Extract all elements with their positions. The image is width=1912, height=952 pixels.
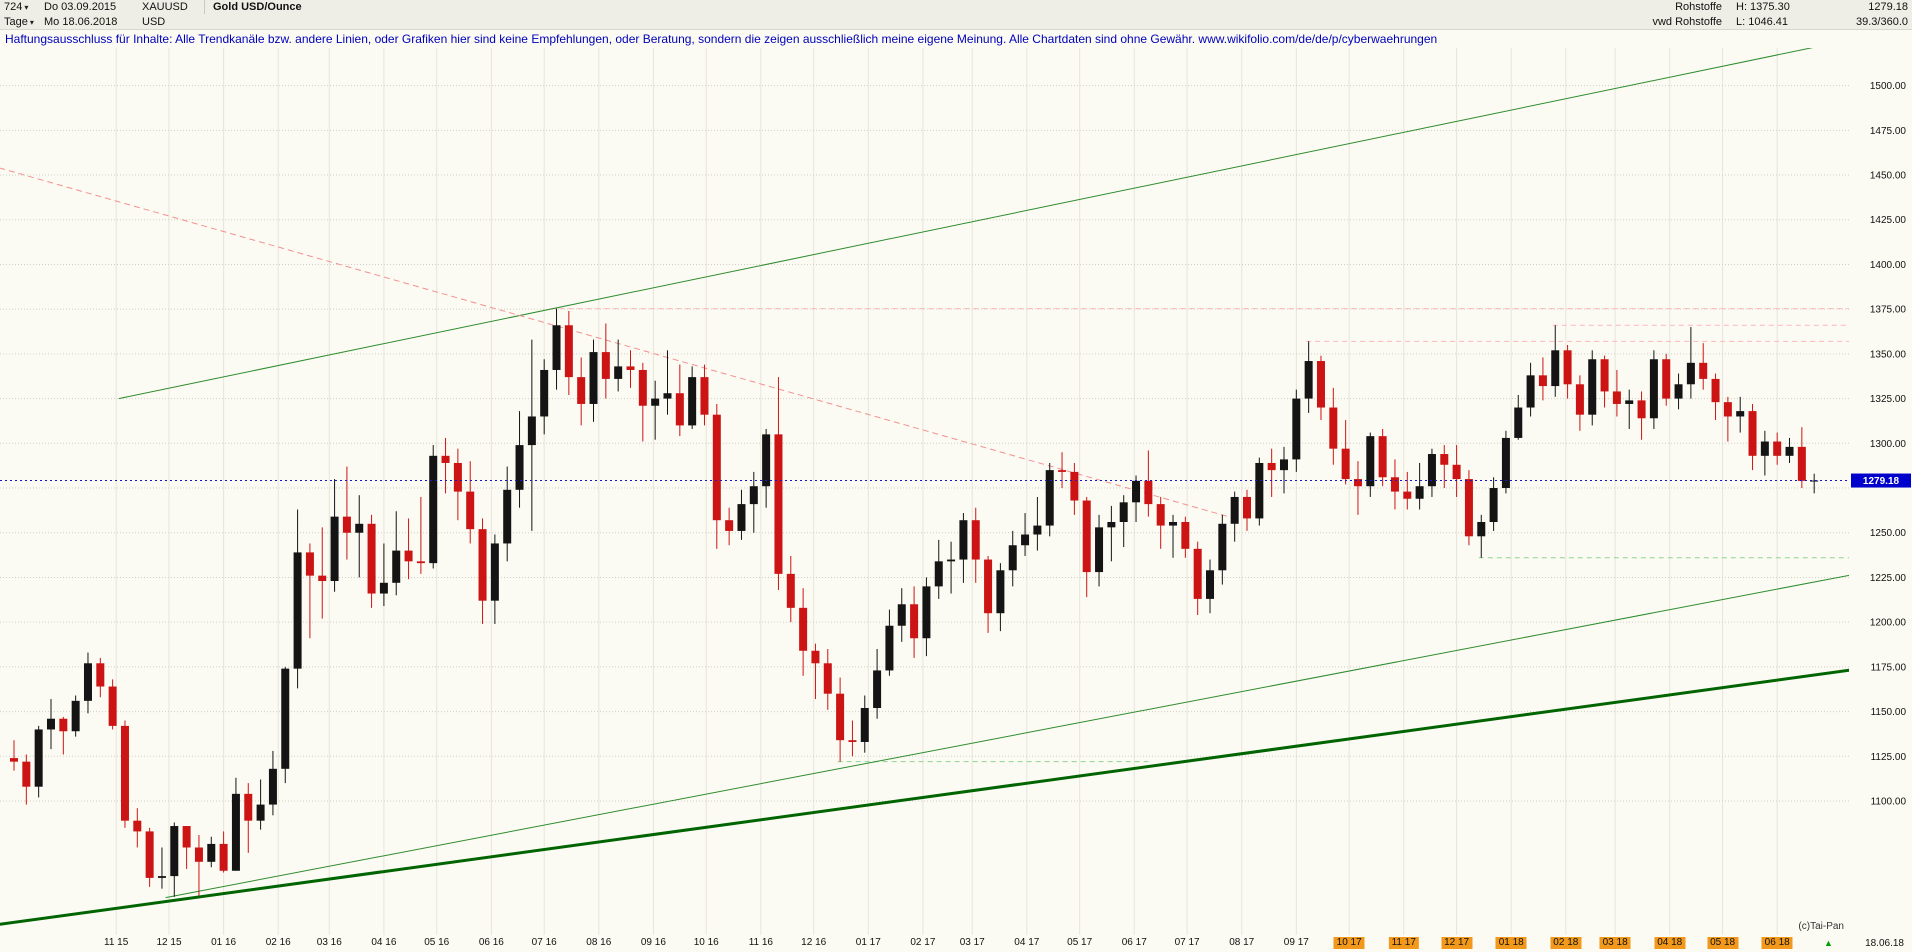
month-label: 11 15 [104,937,129,948]
grid-vertical-months [115,48,1778,935]
svg-text:1300.00: 1300.00 [1870,439,1907,450]
month-label: 06 16 [478,937,504,948]
month-label: 10 16 [693,937,719,948]
currency-label: USD [142,16,166,28]
header-left: 724 ▾ Do 03.09.2015 XAUUSD Gold USD/Ounce… [0,0,302,29]
timeframe-dropdown[interactable]: Tage ▾ [4,15,44,30]
month-label: 08 16 [586,937,612,948]
month-label: 03 18 [1599,937,1631,949]
month-label: 04 16 [371,937,397,948]
svg-text:1200.00: 1200.00 [1870,618,1907,629]
svg-text:1425.00: 1425.00 [1870,215,1907,226]
timeframe-value: Tage [4,15,28,28]
svg-text:1325.00: 1325.00 [1870,394,1907,405]
category-label: Rohstoffe [1675,1,1722,13]
chevron-down-icon: ▾ [24,2,29,12]
header-right: Rohstoffe H: 1375.30 1279.18 vwd Rohstof… [1632,0,1912,29]
period-low-label: L: 1046.41 [1736,16,1788,28]
up-triangle-icon: ▲ [1824,938,1833,948]
month-label: 05 16 [424,937,450,948]
month-label: 09 17 [1283,937,1309,948]
svg-text:1400.00: 1400.00 [1870,260,1907,271]
time-axis: ▲ 18.06.18 11 15 12 15 01 16 02 16 03 16 04 1… [0,935,1912,952]
svg-text:1125.00: 1125.00 [1871,752,1907,763]
month-label: 12 17 [1441,937,1473,949]
copyright-label: (c)Tai-Pan [1798,921,1844,932]
month-label: 02 17 [910,937,936,948]
svg-text:1350.00: 1350.00 [1870,349,1907,360]
price-axis-labels: 1500.00 1475.00 1450.00 1425.00 1400.00 1375.… [1870,81,1907,807]
last-price-label: 1279.18 [1868,1,1908,13]
bars-count-value: 724 [4,0,23,13]
svg-text:1450.00: 1450.00 [1870,171,1907,182]
month-label: 07 16 [531,937,557,948]
grid-horizontal-prices [0,85,1849,802]
data-source-label: vwd Rohstoffe [1652,16,1722,28]
start-date-field[interactable]: Do 03.09.2015 [44,1,117,13]
symbol-code: XAUUSD [142,1,188,13]
month-label: 11 17 [1388,937,1419,949]
svg-text:1150.00: 1150.00 [1871,707,1907,718]
candles [10,308,1819,897]
month-label: 01 18 [1495,937,1527,949]
trend-lines [0,48,1849,926]
end-date-field[interactable]: Mo 18.06.2018 [44,16,118,28]
chart-area[interactable]: 1279.18 1500.00 1475.00 1450.00 1425.00 1400.… [0,48,1912,935]
price-chart-svg[interactable]: 1279.18 1500.00 1475.00 1450.00 1425.00 1400.… [0,48,1912,935]
svg-text:1500.00: 1500.00 [1870,81,1907,92]
month-label: 03 17 [959,937,985,948]
last-date-label: 18.06.18 [1865,938,1904,949]
month-label: 08 17 [1229,937,1255,948]
month-label: 05 17 [1067,937,1093,948]
month-label: 01 17 [855,937,881,948]
svg-text:1100.00: 1100.00 [1871,797,1907,808]
month-label: 09 16 [640,937,666,948]
month-label: 12 15 [156,937,182,948]
chevron-down-icon: ▾ [29,17,34,27]
bars-count-dropdown[interactable]: 724 ▾ [4,0,44,15]
month-label: 05 18 [1707,937,1739,949]
svg-text:1375.00: 1375.00 [1870,305,1907,316]
month-label: 04 17 [1014,937,1040,948]
svg-text:1225.00: 1225.00 [1870,573,1907,584]
month-label: 06 17 [1121,937,1147,948]
month-label: 04 18 [1654,937,1686,949]
instrument-name: Gold USD/Ounce [204,0,302,14]
month-label: 11 16 [748,937,773,948]
period-high-label: H: 1375.30 [1736,1,1790,13]
svg-text:1250.00: 1250.00 [1870,528,1907,539]
month-label: 01 16 [211,937,237,948]
svg-text:1475.00: 1475.00 [1870,126,1907,137]
month-label: 03 16 [316,937,342,948]
disclaimer-text: Haftungsausschluss für Inhalte: Alle Tre… [0,30,1912,48]
svg-text:1279.18: 1279.18 [1863,476,1900,487]
month-label: 10 17 [1333,937,1365,949]
current-price-tag: 1279.18 [1851,473,1911,488]
level-lines [550,308,1849,763]
svg-text:1175.00: 1175.00 [1871,662,1907,673]
month-label: 12 16 [801,937,827,948]
header-bar: 724 ▾ Do 03.09.2015 XAUUSD Gold USD/Ounce… [0,0,1912,30]
month-label: 07 17 [1174,937,1200,948]
month-label: 06 18 [1761,937,1793,949]
month-label: 02 16 [265,937,291,948]
ratio-label: 39.3/360.0 [1856,16,1908,28]
month-label: 02 18 [1550,937,1582,949]
